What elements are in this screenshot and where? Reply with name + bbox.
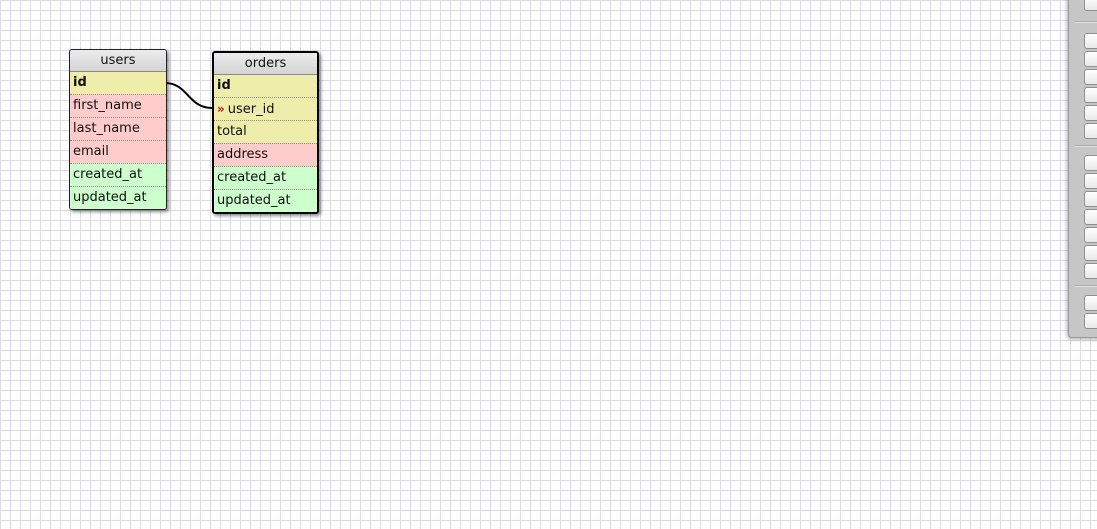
- toolbar-button[interactable]: [1084, 155, 1097, 171]
- field-updated-at[interactable]: updated_at: [214, 189, 317, 212]
- toolbar-button[interactable]: [1084, 245, 1097, 261]
- field-name: id: [73, 75, 87, 90]
- foreign-key-icon: »: [217, 102, 225, 116]
- toolbar-separator: [1075, 21, 1097, 23]
- toolbar-button[interactable]: [1084, 123, 1097, 139]
- toolbar-button[interactable]: [1084, 33, 1097, 49]
- toolbar-panel: [1068, 0, 1097, 338]
- toolbar-button[interactable]: [1084, 263, 1097, 279]
- toolbar-separator: [1075, 145, 1097, 147]
- field-last-name[interactable]: last_name: [70, 117, 166, 140]
- table-orders[interactable]: orders id » user_id total address created…: [212, 51, 319, 214]
- field-name: last_name: [73, 121, 140, 136]
- toolbar-button[interactable]: [1084, 51, 1097, 67]
- field-name: created_at: [217, 170, 287, 185]
- table-title[interactable]: users: [70, 50, 166, 72]
- field-name: first_name: [73, 98, 142, 113]
- field-name: id: [217, 78, 231, 93]
- field-name: created_at: [73, 167, 143, 182]
- field-updated-at[interactable]: updated_at: [70, 186, 166, 209]
- relation-users-id-to-orders-user-id: [164, 82, 213, 109]
- toolbar-button[interactable]: [1084, 313, 1097, 329]
- toolbar-button[interactable]: [1084, 69, 1097, 85]
- table-title[interactable]: orders: [214, 53, 317, 75]
- toolbar-button[interactable]: [1084, 295, 1097, 311]
- field-created-at[interactable]: created_at: [70, 163, 166, 186]
- field-id[interactable]: id: [70, 72, 166, 94]
- field-name: updated_at: [217, 193, 291, 208]
- field-email[interactable]: email: [70, 140, 166, 163]
- field-name: updated_at: [73, 190, 147, 205]
- field-user-id[interactable]: » user_id: [214, 97, 317, 120]
- toolbar-separator: [1075, 285, 1097, 287]
- field-name: address: [217, 147, 269, 162]
- toolbar-button[interactable]: [1084, 191, 1097, 207]
- toolbar-button[interactable]: [1084, 0, 1097, 11]
- field-first-name[interactable]: first_name: [70, 94, 166, 117]
- field-id[interactable]: id: [214, 75, 317, 97]
- field-address[interactable]: address: [214, 143, 317, 166]
- toolbar-button[interactable]: [1084, 105, 1097, 121]
- field-name: user_id: [227, 102, 275, 117]
- table-users[interactable]: users id first_name last_name email crea…: [69, 49, 167, 210]
- field-created-at[interactable]: created_at: [214, 166, 317, 189]
- toolbar-button[interactable]: [1084, 173, 1097, 189]
- toolbar-button[interactable]: [1084, 227, 1097, 243]
- toolbar-button[interactable]: [1084, 209, 1097, 225]
- field-total[interactable]: total: [214, 120, 317, 143]
- toolbar-button[interactable]: [1084, 87, 1097, 103]
- field-name: email: [73, 144, 109, 159]
- field-name: total: [217, 124, 247, 139]
